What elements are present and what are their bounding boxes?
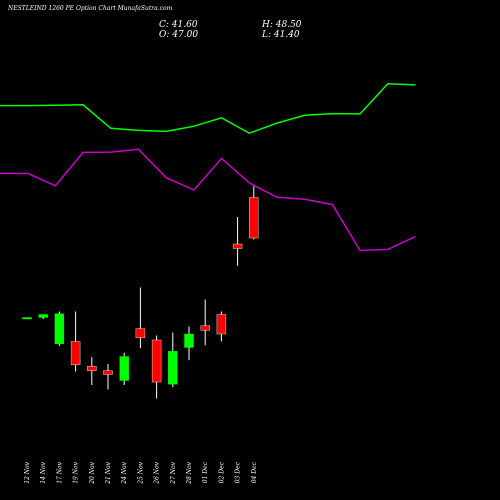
x-tick-label: 02 Dec — [218, 461, 225, 483]
upper-band-line — [0, 83, 416, 135]
open-readout: O: 47.00 — [159, 30, 198, 40]
close-readout: C: 41.60 — [159, 20, 198, 30]
high-label: H: — [262, 20, 273, 30]
x-tick-label: 12 Nov — [24, 461, 31, 483]
x-tick-label: 04 Dec — [251, 461, 258, 483]
candle-body — [216, 314, 227, 335]
candle-body — [151, 339, 162, 383]
x-tick-label: 20 Nov — [89, 461, 96, 484]
open-value: 47.00 — [172, 30, 199, 40]
candle-body — [135, 328, 146, 338]
candle-body — [184, 333, 194, 348]
x-tick-label: 27 Nov — [170, 461, 177, 484]
candle-body — [232, 243, 243, 249]
high-readout: H: 48.50 — [262, 20, 302, 30]
x-tick-label: 28 Nov — [186, 461, 193, 484]
close-value: 41.60 — [171, 20, 198, 30]
x-tick-label: 17 Nov — [56, 461, 63, 483]
open-label: O: — [159, 30, 170, 40]
x-tick-label: 14 Nov — [40, 461, 47, 483]
x-tick-label: 24 Nov — [121, 461, 128, 484]
high-value: 48.50 — [275, 20, 302, 30]
candle-body — [103, 370, 113, 375]
lower-band-line — [0, 148, 416, 252]
x-tick-label: 01 Dec — [202, 461, 209, 483]
x-tick-label: 19 Nov — [73, 461, 80, 483]
candle-body — [87, 366, 97, 371]
candle-body — [249, 197, 259, 239]
candle-body — [54, 313, 65, 344]
x-tick-label: 03 Dec — [235, 461, 242, 483]
candle-body — [70, 341, 81, 365]
x-tick-label: 25 Nov — [137, 461, 144, 484]
low-value: 41.40 — [273, 30, 300, 40]
low-label: L: — [262, 30, 272, 40]
low-readout: L: 41.40 — [262, 30, 300, 40]
candle-body — [38, 314, 48, 318]
close-label: C: — [159, 20, 169, 30]
candle-body — [168, 351, 178, 385]
candle-body — [119, 356, 129, 381]
candle-body — [22, 317, 32, 320]
x-tick-label: 21 Nov — [105, 461, 112, 484]
candle-body — [200, 325, 210, 331]
chart-title: NESTLEIND 1260 PE Option Chart MunafaSut… — [8, 5, 173, 12]
x-tick-label: 26 Nov — [154, 461, 161, 484]
